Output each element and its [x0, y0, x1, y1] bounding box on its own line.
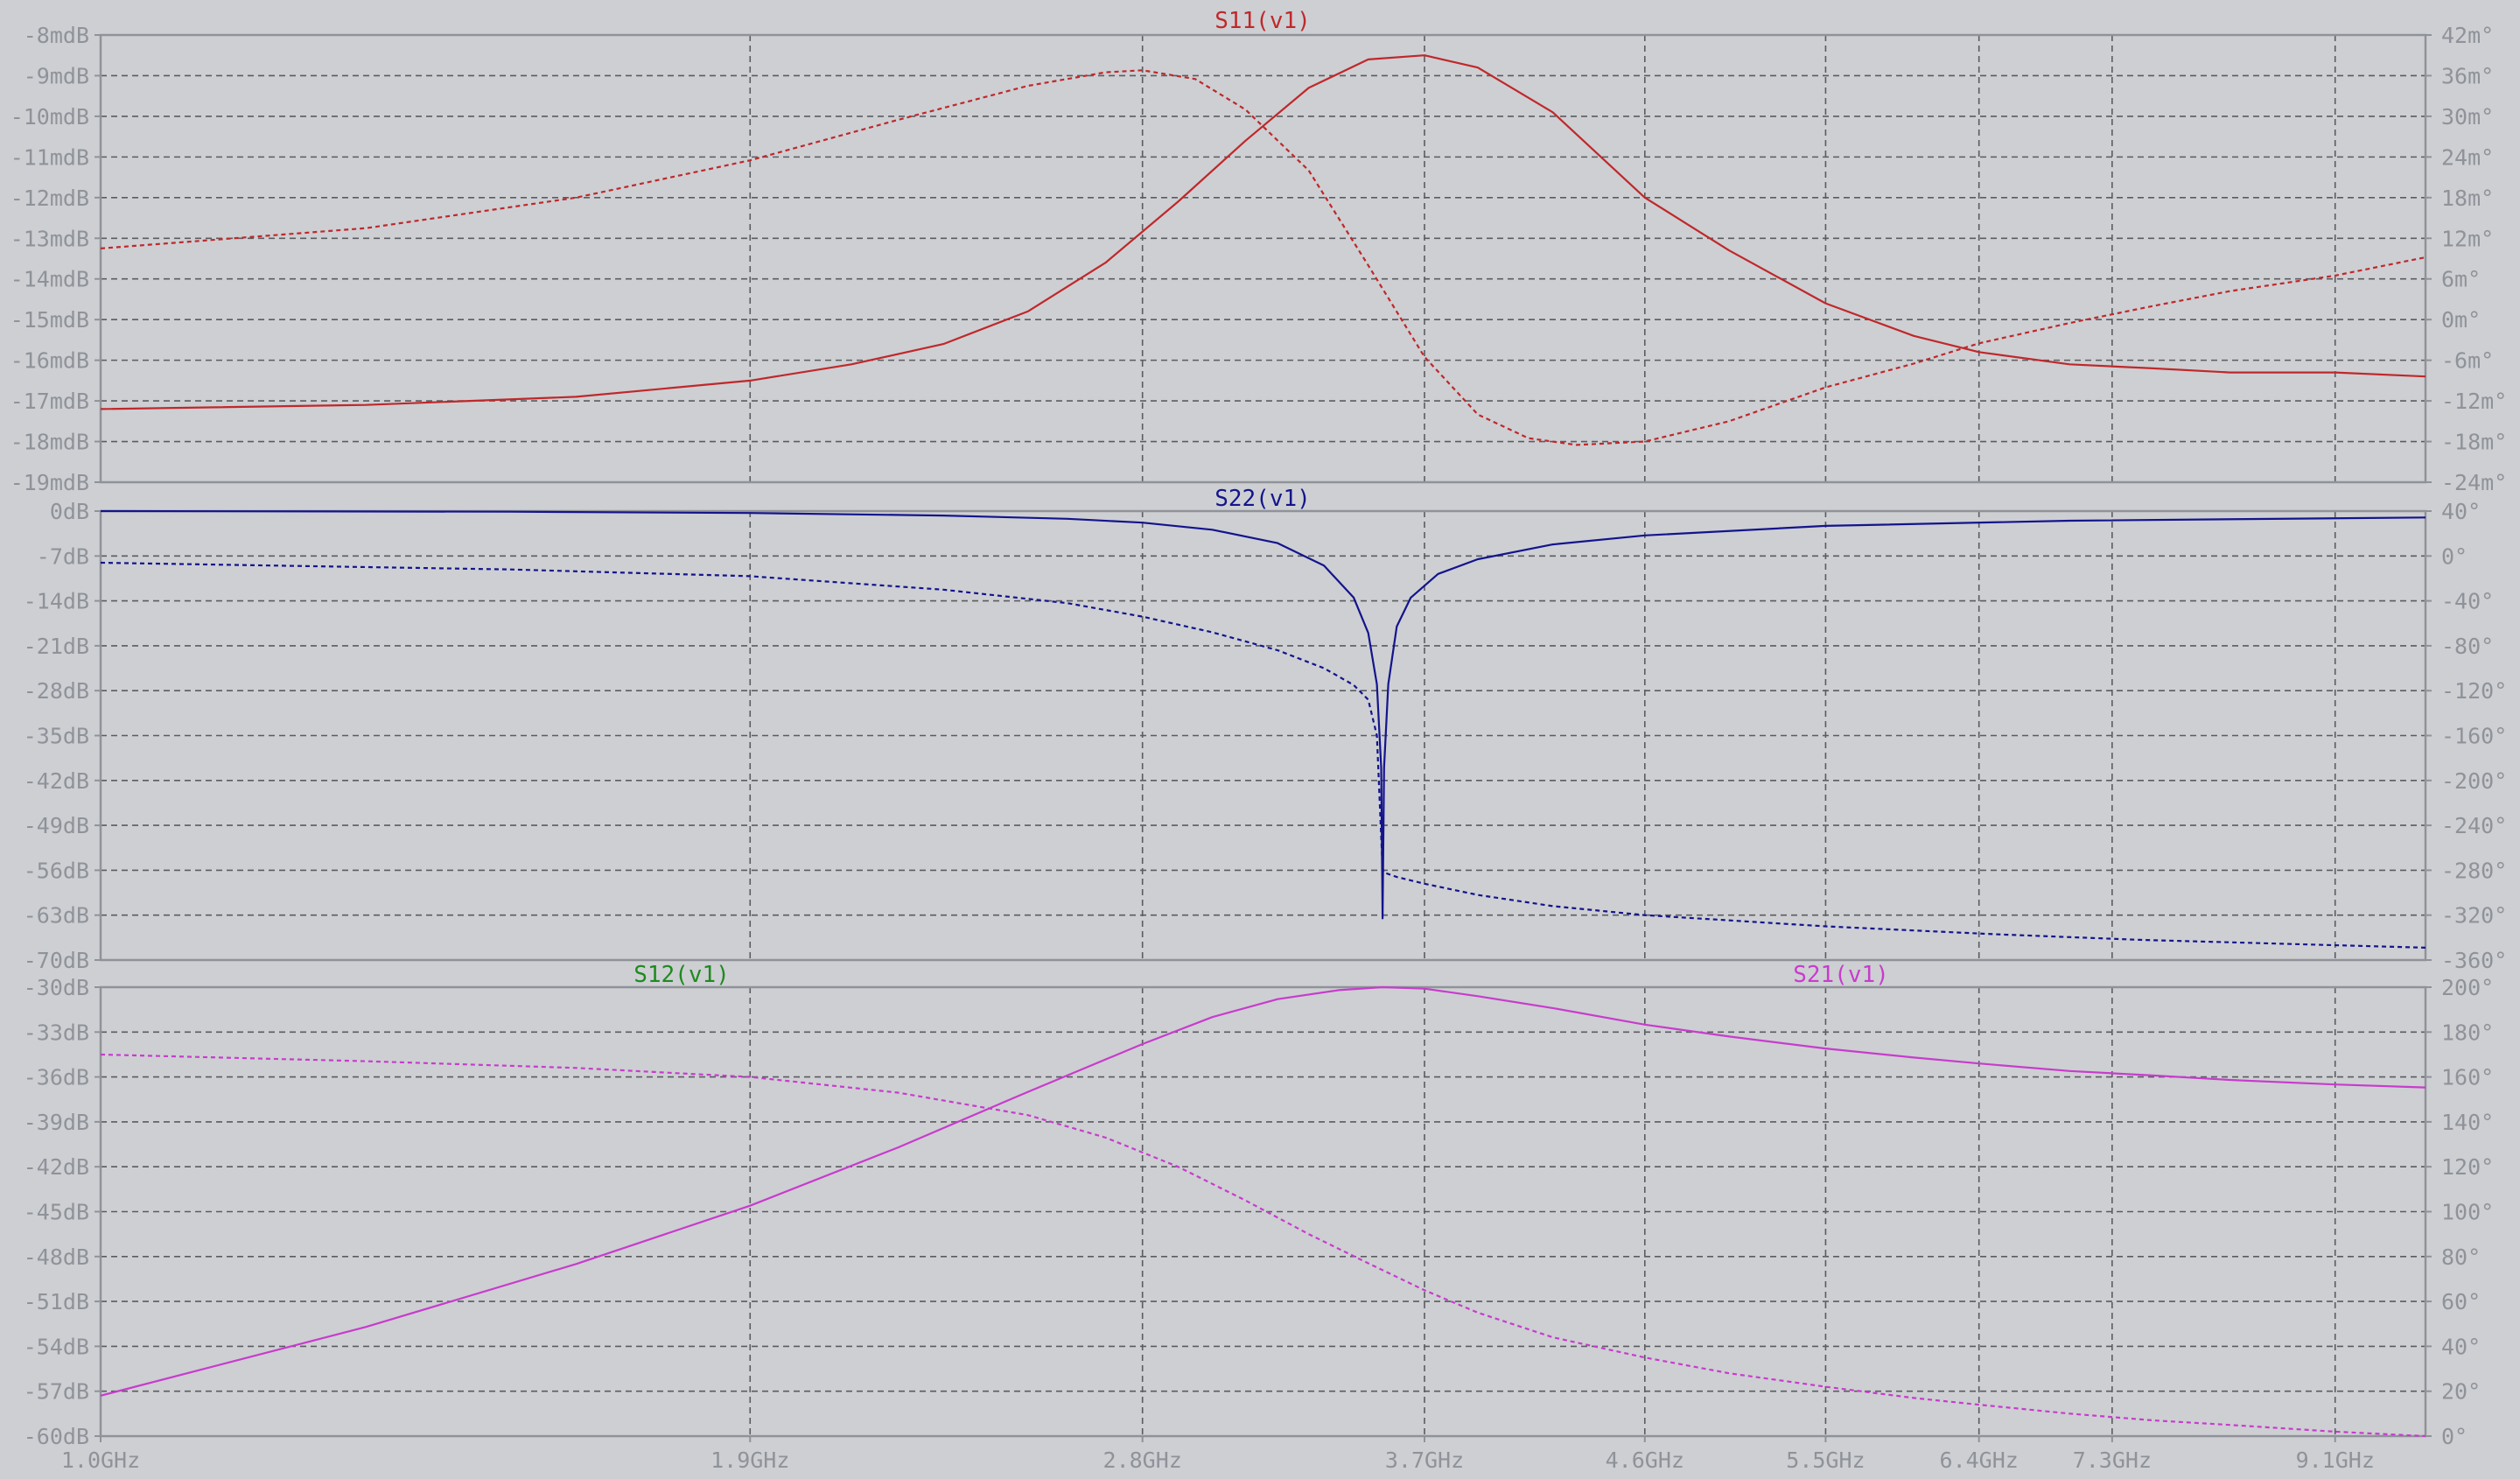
y2-tick-label: 20°: [2441, 1379, 2481, 1405]
y-tick-label: -30dB: [24, 975, 89, 1000]
y-tick-label: -57dB: [24, 1379, 89, 1405]
y2-tick-label: 100°: [2441, 1200, 2494, 1225]
y2-tick-label: -12m°: [2441, 389, 2507, 414]
y2-tick-label: 0m°: [2441, 307, 2481, 333]
panel-title: S21(v1): [1793, 962, 1889, 988]
x-tick-label: 9.1GHz: [2296, 1447, 2375, 1473]
y2-tick-label: 60°: [2441, 1289, 2481, 1314]
y2-tick-label: 160°: [2441, 1065, 2494, 1090]
y-tick-label: -14mdB: [10, 267, 89, 292]
y-tick-label: -16mdB: [10, 348, 89, 374]
y-tick-label: -36dB: [24, 1065, 89, 1090]
y-tick-label: -19mdB: [10, 470, 89, 495]
y-tick-label: -54dB: [24, 1334, 89, 1359]
x-tick-label: 3.7GHz: [1385, 1447, 1464, 1473]
y2-tick-label: 40°: [2441, 1334, 2481, 1359]
y2-tick-label: -6m°: [2441, 348, 2494, 374]
y-tick-label: -70dB: [24, 948, 89, 973]
x-tick-label: 7.3GHz: [2073, 1447, 2152, 1473]
y2-tick-label: -240°: [2441, 813, 2507, 838]
x-tick-label: 1.0GHz: [61, 1447, 140, 1473]
y2-tick-label: 180°: [2441, 1020, 2494, 1045]
trace-magnitude: [100, 509, 2426, 920]
x-tick-label: 2.8GHz: [1103, 1447, 1182, 1473]
y-tick-label: -21dB: [24, 634, 89, 659]
y2-tick-label: 40°: [2441, 499, 2481, 524]
y-tick-label: -9mdB: [24, 63, 89, 88]
y2-tick-label: -18m°: [2441, 430, 2507, 455]
y2-tick-label: -360°: [2441, 948, 2507, 973]
y-tick-label: -35dB: [24, 724, 89, 749]
y-tick-label: -11mdB: [10, 144, 89, 170]
x-tick-label: 6.4GHz: [1940, 1447, 2019, 1473]
y2-tick-label: 30m°: [2441, 104, 2494, 130]
panel-frame: [99, 509, 2427, 962]
y-tick-label: -49dB: [24, 813, 89, 838]
y2-tick-label: 36m°: [2441, 63, 2494, 88]
y-tick-label: -60dB: [24, 1424, 89, 1449]
x-tick-label: 1.9GHz: [710, 1447, 789, 1473]
panel-title-secondary: S12(v1): [634, 962, 730, 988]
y-tick-label: -42dB: [24, 768, 89, 794]
y2-tick-label: 24m°: [2441, 144, 2494, 170]
y2-tick-label: -320°: [2441, 903, 2507, 929]
trace-phase: [100, 561, 2426, 949]
y2-tick-label: 12m°: [2441, 226, 2494, 251]
y2-tick-label: -40°: [2441, 589, 2494, 614]
y2-tick-label: 42m°: [2441, 23, 2494, 48]
y-tick-label: -56dB: [24, 858, 89, 883]
y-tick-label: -42dB: [24, 1154, 89, 1180]
y-tick-label: -45dB: [24, 1200, 89, 1225]
y-tick-label: -51dB: [24, 1289, 89, 1314]
trace-phase: [100, 1053, 2426, 1438]
panel-title: S22(v1): [1214, 486, 1311, 512]
y-tick-label: -33dB: [24, 1020, 89, 1045]
y2-tick-label: -80°: [2441, 634, 2494, 659]
panel-title: S11(v1): [1214, 8, 1311, 34]
trace-magnitude: [100, 54, 2426, 410]
y-tick-label: -17mdB: [10, 389, 89, 414]
y2-tick-label: -120°: [2441, 678, 2507, 704]
y-tick-label: -48dB: [24, 1244, 89, 1270]
y2-tick-label: 18m°: [2441, 186, 2494, 211]
y2-tick-label: -200°: [2441, 768, 2507, 794]
y2-tick-label: -160°: [2441, 724, 2507, 749]
y2-tick-label: 0°: [2441, 1424, 2468, 1449]
y2-tick-label: 140°: [2441, 1110, 2494, 1135]
y-tick-label: -18mdB: [10, 430, 89, 455]
y-tick-label: -63dB: [24, 903, 89, 929]
y-tick-label: -14dB: [24, 589, 89, 614]
y-tick-label: -13mdB: [10, 226, 89, 251]
y-tick-label: -12mdB: [10, 186, 89, 211]
y-tick-label: -8mdB: [24, 23, 89, 48]
y2-tick-label: -24m°: [2441, 470, 2507, 495]
panel-frame: [99, 33, 2427, 484]
y-tick-label: -7dB: [37, 543, 89, 569]
y2-tick-label: 120°: [2441, 1154, 2494, 1180]
y2-tick-label: 0°: [2441, 543, 2468, 569]
y-tick-label: -10mdB: [10, 104, 89, 130]
y2-tick-label: -280°: [2441, 858, 2507, 883]
y2-tick-label: 6m°: [2441, 267, 2481, 292]
y2-tick-label: 200°: [2441, 975, 2494, 1000]
y-tick-label: -39dB: [24, 1110, 89, 1135]
x-tick-label: 4.6GHz: [1606, 1447, 1684, 1473]
panel-frame: [99, 985, 2427, 1438]
y-tick-label: 0dB: [50, 499, 89, 524]
x-tick-label: 5.5GHz: [1786, 1447, 1865, 1473]
trace-magnitude: [100, 985, 2426, 1397]
y2-tick-label: 80°: [2441, 1244, 2481, 1270]
y-tick-label: -15mdB: [10, 307, 89, 333]
y-tick-label: -28dB: [24, 678, 89, 704]
